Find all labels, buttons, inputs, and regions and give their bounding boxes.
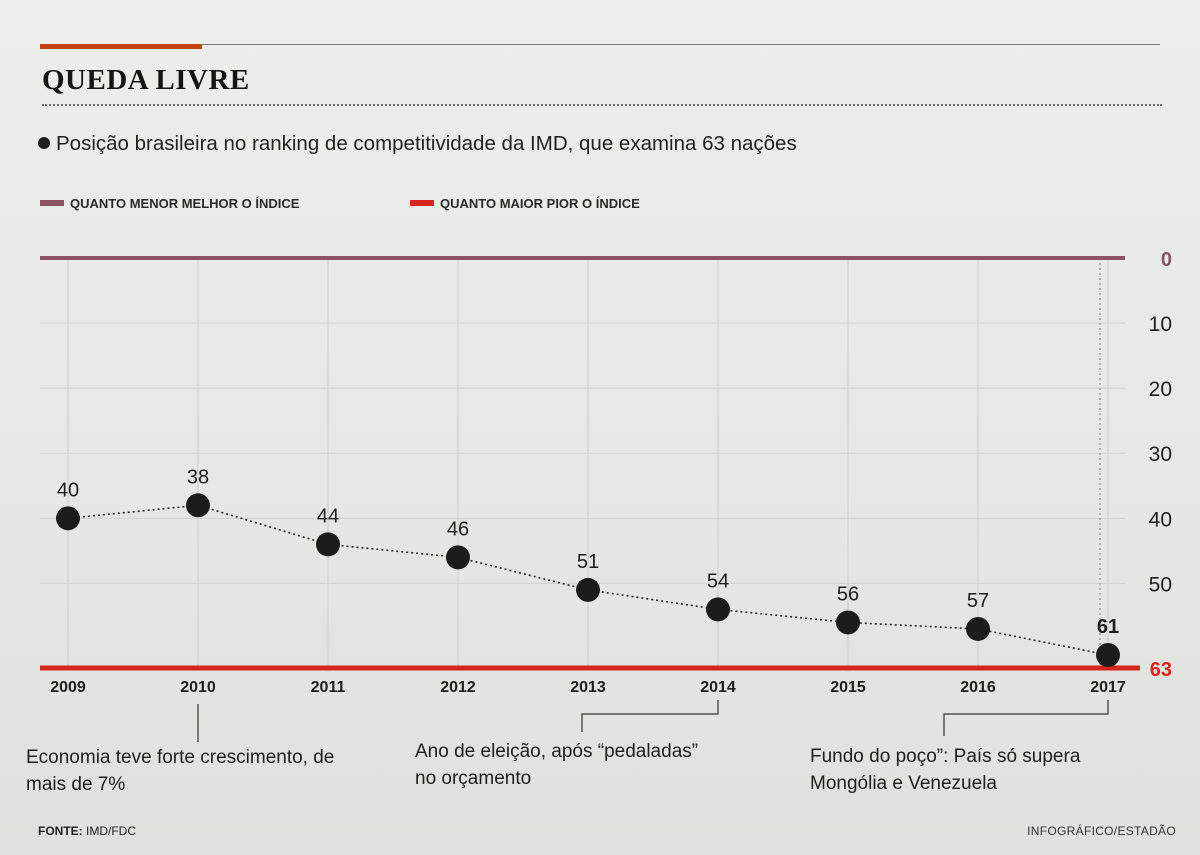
annotation-connector bbox=[943, 700, 1109, 736]
data-point bbox=[836, 610, 860, 635]
data-point bbox=[446, 545, 470, 570]
data-label: 61 bbox=[1097, 616, 1119, 638]
x-tick-label: 2016 bbox=[960, 679, 996, 696]
title-divider bbox=[42, 104, 1162, 106]
data-point bbox=[316, 532, 340, 557]
data-point bbox=[706, 597, 730, 622]
data-label: 46 bbox=[447, 518, 469, 540]
data-label: 54 bbox=[707, 570, 729, 592]
legend-item-better: QUANTO MENOR MELHOR O ÍNDICE bbox=[40, 196, 299, 211]
subtitle-text: Posição brasileira no ranking de competi… bbox=[56, 132, 797, 155]
annotation-2010: Economia teve forte crescimento, de mais… bbox=[26, 747, 335, 795]
legend-item-worse: QUANTO MAIOR PIOR O ÍNDICE bbox=[410, 196, 640, 211]
data-point bbox=[966, 616, 990, 641]
y-tick-label: 30 bbox=[1149, 443, 1172, 466]
data-label: 51 bbox=[577, 551, 599, 573]
data-point bbox=[56, 506, 80, 531]
annotation-2014: Ano de eleição, após “pedaladas” no orça… bbox=[415, 741, 699, 789]
x-tick-label: 2014 bbox=[700, 679, 736, 696]
data-label: 38 bbox=[187, 466, 209, 488]
credit-note: INFOGRÁFICO/ESTADÃO bbox=[1027, 824, 1176, 838]
accent-bar bbox=[40, 44, 202, 49]
source-label: FONTE: bbox=[38, 824, 83, 838]
page-title: QUEDA LIVRE bbox=[42, 64, 250, 96]
x-tick-label: 2012 bbox=[440, 679, 476, 696]
source-note: FONTE: IMD/FDC bbox=[38, 824, 136, 838]
legend-swatch-worse bbox=[410, 200, 434, 206]
bullet-dot-icon bbox=[38, 137, 50, 149]
y-tick-label: 40 bbox=[1149, 508, 1172, 531]
source-value: IMD/FDC bbox=[86, 824, 137, 838]
top-rule bbox=[202, 44, 1160, 45]
x-tick-label: 2010 bbox=[180, 679, 216, 696]
data-point bbox=[186, 493, 210, 518]
data-point bbox=[1096, 642, 1120, 667]
x-tick-label: 2015 bbox=[830, 679, 866, 696]
data-label: 56 bbox=[837, 583, 859, 605]
legend-label-better: QUANTO MENOR MELHOR O ÍNDICE bbox=[70, 196, 300, 211]
x-tick-label: 2011 bbox=[311, 679, 346, 696]
data-label: 44 bbox=[317, 505, 339, 527]
x-tick-label: 2017 bbox=[1090, 679, 1126, 696]
data-point bbox=[576, 577, 600, 602]
annotation-2017: Fundo do poço”: País só supera Mongólia … bbox=[810, 746, 1081, 794]
y-tick-label: 0 bbox=[1161, 249, 1172, 271]
chart-subtitle: Posição brasileira no ranking de competi… bbox=[38, 132, 797, 156]
data-label: 57 bbox=[967, 590, 989, 612]
y-tick-label: 63 bbox=[1150, 659, 1172, 681]
y-tick-label: 10 bbox=[1149, 313, 1172, 336]
y-tick-label: 20 bbox=[1149, 378, 1172, 401]
annotation-connector bbox=[581, 700, 719, 732]
x-tick-label: 2013 bbox=[570, 679, 606, 696]
legend-swatch-better bbox=[40, 200, 64, 206]
y-tick-label: 50 bbox=[1149, 573, 1172, 596]
data-label: 40 bbox=[57, 479, 79, 501]
legend-label-worse: QUANTO MAIOR PIOR O ÍNDICE bbox=[440, 196, 640, 211]
x-tick-label: 2009 bbox=[50, 679, 86, 696]
